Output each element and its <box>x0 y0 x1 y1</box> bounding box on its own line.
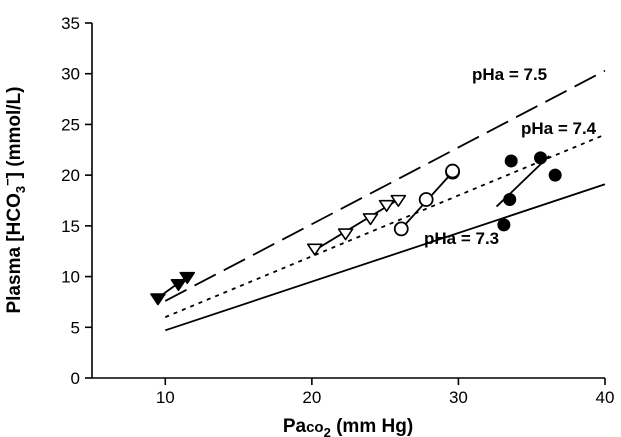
fit-line-layer <box>157 155 550 299</box>
point-s1-4 <box>390 194 407 207</box>
point-s0-2 <box>179 271 196 285</box>
isopleth-layer <box>164 69 606 332</box>
y-axis-title-suffix: ] (mmol/L) <box>4 86 25 178</box>
x-axis-title-suffix: (mm Hg) <box>331 416 413 437</box>
point-s3-0 <box>497 218 511 232</box>
isopleth-label-7-5: pHa = 7.5 <box>472 65 547 84</box>
y-axis-title: Plasma [HCO3−] (mmol/L) <box>0 86 28 313</box>
point-s2-0 <box>393 221 409 237</box>
x-axis-title: Paco2 (mm Hg) <box>283 416 413 437</box>
y-tick-label-3: 15 <box>61 217 80 236</box>
point-s2-3 <box>445 163 460 179</box>
x-axis-title-prefix: Pa <box>283 416 307 437</box>
x-tick-label-0: 10 <box>156 388 175 407</box>
point-s1-0 <box>306 243 323 256</box>
tick-layer: 10 20 30 40 0 5 10 15 20 25 30 35 <box>61 14 614 407</box>
x-axis-title-sub: 2 <box>324 425 331 437</box>
y-tick-label-6: 30 <box>61 65 80 84</box>
isopleth-label-7-3: pHa = 7.3 <box>424 229 499 248</box>
point-s1-2 <box>362 213 379 226</box>
isopleth-line-0 <box>164 69 606 302</box>
point-s3-3 <box>534 151 548 165</box>
isopleth-line-1 <box>164 133 606 318</box>
point-s1-1 <box>337 228 354 241</box>
y-tick-label-4: 20 <box>61 166 80 185</box>
point-s3-1 <box>503 192 517 206</box>
y-tick-label-0: 0 <box>71 369 80 388</box>
axes <box>91 23 605 379</box>
y-tick-label-7: 35 <box>61 14 80 33</box>
y-axis-title-sub: 3 <box>13 186 28 193</box>
isopleth-label-7-4: pHa = 7.4 <box>521 119 597 138</box>
point-s1-3 <box>378 199 395 213</box>
x-tick-label-3: 40 <box>596 388 615 407</box>
y-tick-label-5: 25 <box>61 115 80 134</box>
x-axis-title-co: co <box>306 419 324 436</box>
x-tick-label-1: 20 <box>302 388 321 407</box>
y-axis-title-sup: − <box>0 178 15 186</box>
point-s3-2 <box>504 154 518 168</box>
y-tick-label-2: 10 <box>61 268 80 287</box>
isopleth-line-2 <box>165 183 606 332</box>
point-s0-0 <box>150 293 166 306</box>
y-axis-title-prefix: Plasma [HCO <box>4 193 25 313</box>
y-tick-label-1: 5 <box>71 318 80 337</box>
point-s0-1 <box>170 279 187 292</box>
data-point-layer <box>150 151 562 306</box>
point-s2-1 <box>418 192 434 207</box>
x-tick-label-2: 30 <box>449 388 468 407</box>
point-s3-4 <box>548 168 562 182</box>
